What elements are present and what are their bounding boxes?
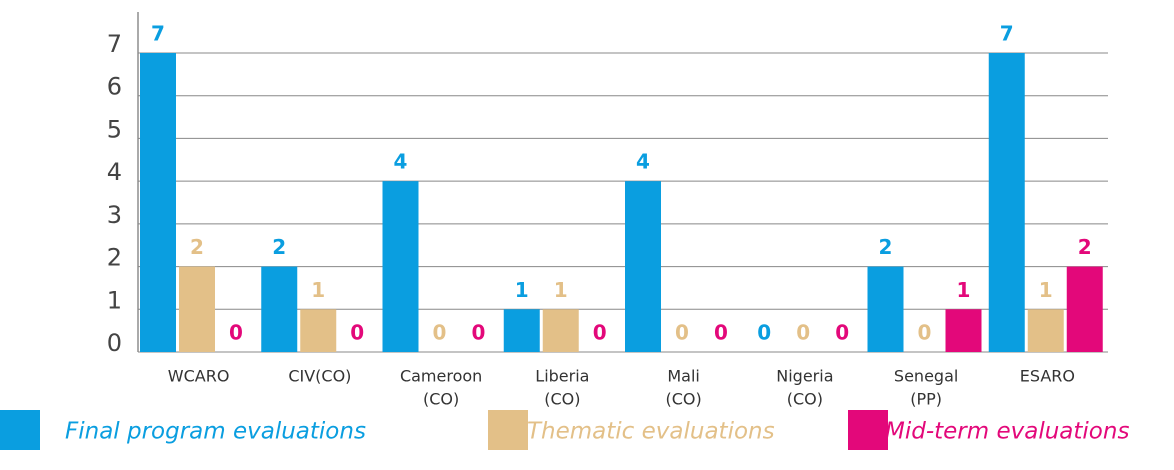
y-tick-label: 2 (107, 244, 122, 272)
data-label: 0 (796, 321, 810, 345)
bar (300, 309, 337, 352)
bar (140, 53, 176, 352)
legend-label: Final program evaluations (65, 419, 366, 445)
data-label: 0 (593, 321, 607, 345)
y-tick-label: 5 (107, 115, 122, 143)
data-label: 0 (918, 321, 932, 345)
y-tick-label: 3 (107, 201, 122, 229)
data-label: 2 (879, 235, 893, 259)
data-label: 7 (1000, 22, 1014, 46)
legend-label: Mid-term evaluations (885, 419, 1129, 445)
y-tick-label: 0 (107, 329, 122, 357)
data-label: 1 (957, 278, 971, 302)
bar (867, 266, 904, 352)
x-tick-label: Cameroon (400, 367, 482, 386)
data-label: 1 (554, 278, 568, 302)
bar (988, 53, 1025, 352)
x-tick-label: Mali (667, 367, 700, 386)
data-label: 0 (757, 321, 771, 345)
bar (945, 309, 982, 352)
x-tick-label: ESARO (1020, 367, 1075, 386)
data-label: 2 (272, 235, 286, 259)
data-label: 4 (636, 150, 650, 174)
data-label: 0 (675, 321, 689, 345)
data-label: 2 (1078, 235, 1092, 259)
bar (542, 309, 579, 352)
x-tick-label: CIV(CO) (288, 367, 351, 386)
bar (1066, 266, 1103, 352)
data-label: 0 (350, 321, 364, 345)
data-label: 1 (1039, 278, 1053, 302)
data-label: 0 (433, 321, 447, 345)
y-tick-label: 4 (107, 158, 122, 186)
x-tick-label: (CO) (666, 390, 702, 409)
y-tick-label: 6 (107, 73, 122, 101)
x-tick-label: (PP) (910, 390, 942, 409)
data-label: 2 (190, 235, 204, 259)
x-tick-label: Senegal (894, 367, 958, 386)
x-tick-label: (CO) (423, 390, 459, 409)
x-tick-label: Nigeria (776, 367, 833, 386)
legend-swatch (848, 410, 888, 450)
x-tick-label: (CO) (787, 390, 823, 409)
data-label: 7 (151, 22, 165, 46)
legend-swatch (488, 410, 528, 450)
bar (261, 266, 298, 352)
bar (625, 181, 661, 352)
data-label: 0 (714, 321, 728, 345)
data-label: 4 (394, 150, 408, 174)
bar (1027, 309, 1064, 352)
data-label: 0 (229, 321, 243, 345)
legend-label: Thematic evaluations (527, 419, 775, 445)
x-tick-label: Liberia (535, 367, 589, 386)
data-label: 0 (835, 321, 849, 345)
x-tick-label: WCARO (168, 367, 230, 386)
data-label: 1 (311, 278, 325, 302)
y-tick-label: 7 (107, 30, 122, 58)
bar (503, 309, 540, 352)
legend-swatch (0, 410, 40, 450)
bar (179, 266, 215, 352)
bar (382, 181, 419, 352)
data-label: 0 (472, 321, 486, 345)
y-tick-label: 1 (107, 286, 122, 314)
data-label: 1 (515, 278, 529, 302)
x-tick-label: (CO) (544, 390, 580, 409)
